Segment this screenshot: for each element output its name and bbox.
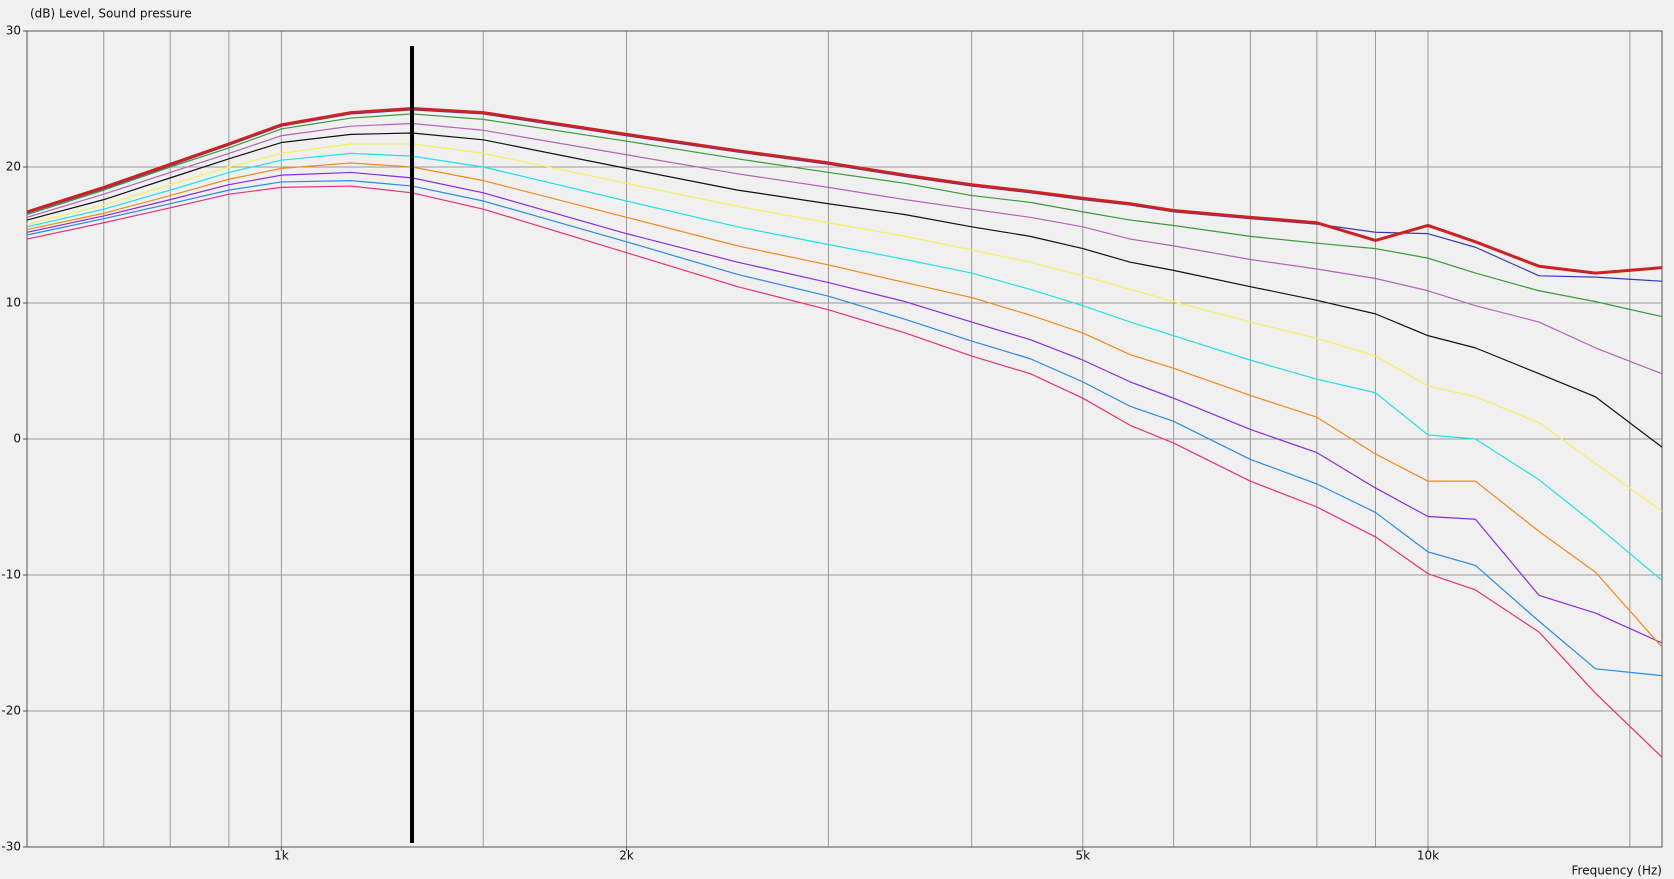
y-tick-label: 20 — [6, 160, 21, 174]
x-tick-label: 5k — [1076, 849, 1091, 863]
series-line — [26, 113, 1663, 318]
x-tick-label: 2k — [619, 849, 634, 863]
series-line — [26, 185, 1663, 758]
series-line — [26, 162, 1663, 648]
x-tick-label: 1k — [274, 849, 289, 863]
y-tick-label: 10 — [6, 296, 21, 310]
series-line — [26, 180, 1663, 677]
y-tick-label: -30 — [1, 840, 21, 854]
y-tick-label: 0 — [13, 432, 21, 446]
y-tick-label: -20 — [1, 704, 21, 718]
y-tick-label: -10 — [1, 568, 21, 582]
series-line — [26, 152, 1663, 581]
y-axis-label: (dB) Level, Sound pressure — [30, 7, 192, 21]
series-line — [26, 122, 1663, 375]
series-line — [26, 107, 1663, 275]
plot-frame — [26, 30, 1663, 848]
series-line — [26, 171, 1663, 644]
x-axis-label: Frequency (Hz) — [1572, 864, 1663, 878]
series-line — [26, 132, 1663, 448]
y-tick-label: 30 — [6, 24, 21, 38]
x-tick-label: 10k — [1417, 849, 1439, 863]
series-line — [26, 143, 1663, 512]
